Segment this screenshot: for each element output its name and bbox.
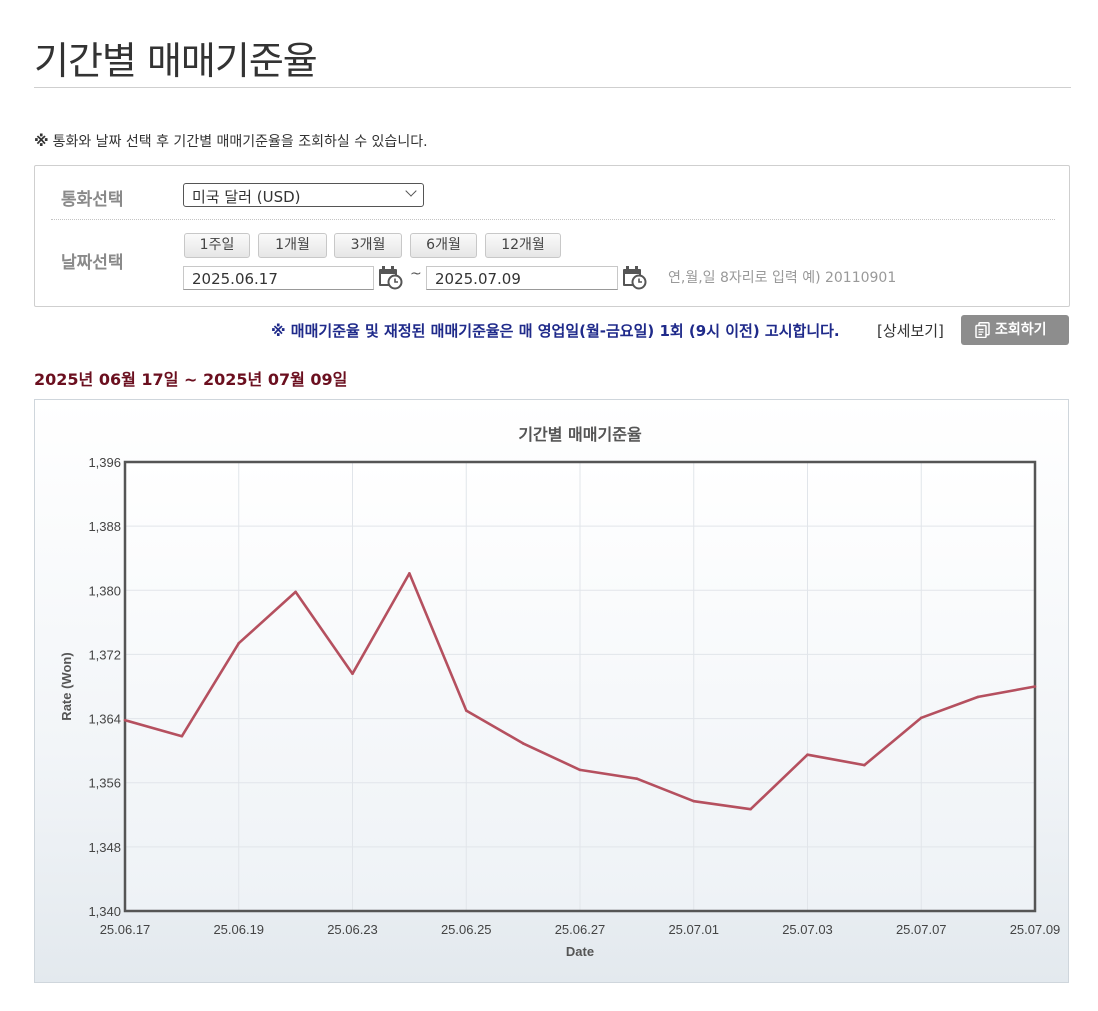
query-button[interactable]: 조회하기 — [961, 315, 1069, 345]
y-tick-label: 1,388 — [88, 519, 121, 534]
data-point[interactable] — [919, 716, 923, 720]
range-year-unit: 년 — [247, 370, 263, 389]
x-tick-label: 25.07.07 — [896, 922, 947, 937]
start-date-input[interactable]: 2025.06.17 — [183, 266, 374, 290]
x-tick-label: 25.06.27 — [555, 922, 606, 937]
currency-label: 통화선택 — [61, 190, 124, 210]
period-1week-button[interactable]: 1주일 — [184, 233, 250, 258]
y-tick-label: 1,348 — [88, 840, 121, 855]
y-tick-label: 1,340 — [88, 904, 121, 919]
range-end-day: 09 — [310, 370, 333, 389]
data-point[interactable] — [294, 590, 297, 594]
search-panel: 통화선택 미국 달러 (USD) 날짜선택 1주일 1개월 3개월 6개월 12… — [34, 165, 1070, 307]
y-tick-label: 1,380 — [88, 583, 121, 598]
y-axis-label: Rate (Won) — [59, 652, 74, 720]
data-point[interactable] — [521, 742, 525, 745]
notice-text: ※ 통화와 날짜 선택 후 기간별 매매기준율을 조회하실 수 있습니다. — [34, 131, 428, 151]
period-6month-button[interactable]: 6개월 — [410, 233, 477, 258]
data-point[interactable] — [180, 734, 184, 738]
date-range-separator: ~ — [410, 266, 422, 282]
data-point[interactable] — [464, 709, 468, 712]
data-point[interactable] — [237, 641, 241, 645]
title-divider — [34, 87, 1071, 88]
period-12month-button[interactable]: 12개월 — [485, 233, 561, 258]
calendar-icon[interactable] — [377, 264, 403, 290]
y-tick-label: 1,364 — [88, 712, 121, 727]
notice-mark: ※ — [34, 132, 49, 150]
range-separator: ~ — [184, 370, 198, 389]
rate-chart-svg: 1,340 1,348 1,356 1,364 1,372 1,380 1,388 1,396… — [59, 425, 1061, 959]
x-tick-label: 25.06.23 — [327, 922, 378, 937]
date-range-title: 2025년 06월 17일 ~ 2025년 07월 09일 — [34, 366, 347, 390]
range-start-year: 2025 — [34, 370, 79, 389]
end-date-input[interactable]: 2025.07.09 — [426, 266, 618, 290]
data-point[interactable] — [976, 695, 980, 699]
calendar-icon[interactable] — [621, 264, 647, 290]
range-end-year: 2025 — [202, 370, 248, 389]
data-point[interactable] — [351, 672, 354, 675]
data-point[interactable] — [749, 807, 752, 811]
detail-link[interactable]: [상세보기] — [877, 322, 944, 340]
date-format-hint: 연,월,일 8자리로 입력 예) 20110901 — [668, 270, 897, 286]
x-tick-label: 25.06.19 — [213, 922, 264, 937]
page-title: 기간별 매매기준율 — [34, 39, 318, 83]
data-point[interactable] — [408, 572, 411, 575]
notice-message: 통화와 날짜 선택 후 기간별 매매기준율을 조회하실 수 있습니다. — [52, 134, 428, 150]
x-tick-label: 25.07.09 — [1010, 922, 1061, 937]
data-point[interactable] — [1033, 685, 1037, 688]
data-point[interactable] — [578, 768, 582, 772]
chart-title: 기간별 매매기준율 — [518, 425, 642, 444]
range-day-unit: 일 — [332, 370, 348, 389]
row-divider — [51, 219, 1055, 220]
y-tick-label: 1,356 — [88, 776, 121, 791]
range-end-month: 07 — [267, 370, 291, 389]
chevron-down-icon — [405, 185, 417, 197]
x-tick-label: 25.07.03 — [782, 922, 833, 937]
x-tick-label: 25.06.25 — [441, 922, 492, 937]
range-start-month: 06 — [98, 370, 122, 389]
y-tick-label: 1,372 — [88, 647, 121, 662]
range-day-unit: 일 — [163, 370, 179, 389]
currency-select[interactable]: 미국 달러 (USD) — [183, 183, 424, 207]
range-month-unit: 월 — [290, 370, 305, 389]
query-button-label: 조회하기 — [995, 322, 1047, 338]
data-point[interactable] — [692, 799, 696, 803]
data-point[interactable] — [123, 718, 127, 722]
range-month-unit: 월 — [121, 370, 136, 389]
data-point[interactable] — [806, 753, 809, 756]
y-tick-label: 1,396 — [88, 455, 121, 470]
date-label: 날짜선택 — [61, 253, 124, 273]
x-tick-label: 25.07.01 — [668, 922, 719, 937]
period-1month-button[interactable]: 1개월 — [258, 233, 327, 258]
currency-select-value: 미국 달러 (USD) — [192, 188, 301, 206]
publication-notice: ※ 매매기준율 및 재정된 매매기준율은 매 영업일(월-금요일) 1회 (9시… — [271, 322, 840, 340]
range-start-day: 17 — [141, 370, 164, 389]
period-3month-button[interactable]: 3개월 — [334, 233, 402, 258]
rate-chart: 1,340 1,348 1,356 1,364 1,372 1,380 1,388 1,396… — [34, 399, 1069, 983]
data-point[interactable] — [863, 763, 866, 767]
x-tick-label: 25.06.17 — [100, 922, 151, 937]
document-icon — [975, 322, 990, 338]
range-year-unit: 년 — [78, 370, 94, 389]
x-axis-label: Date — [566, 944, 594, 959]
data-point[interactable] — [635, 777, 639, 781]
